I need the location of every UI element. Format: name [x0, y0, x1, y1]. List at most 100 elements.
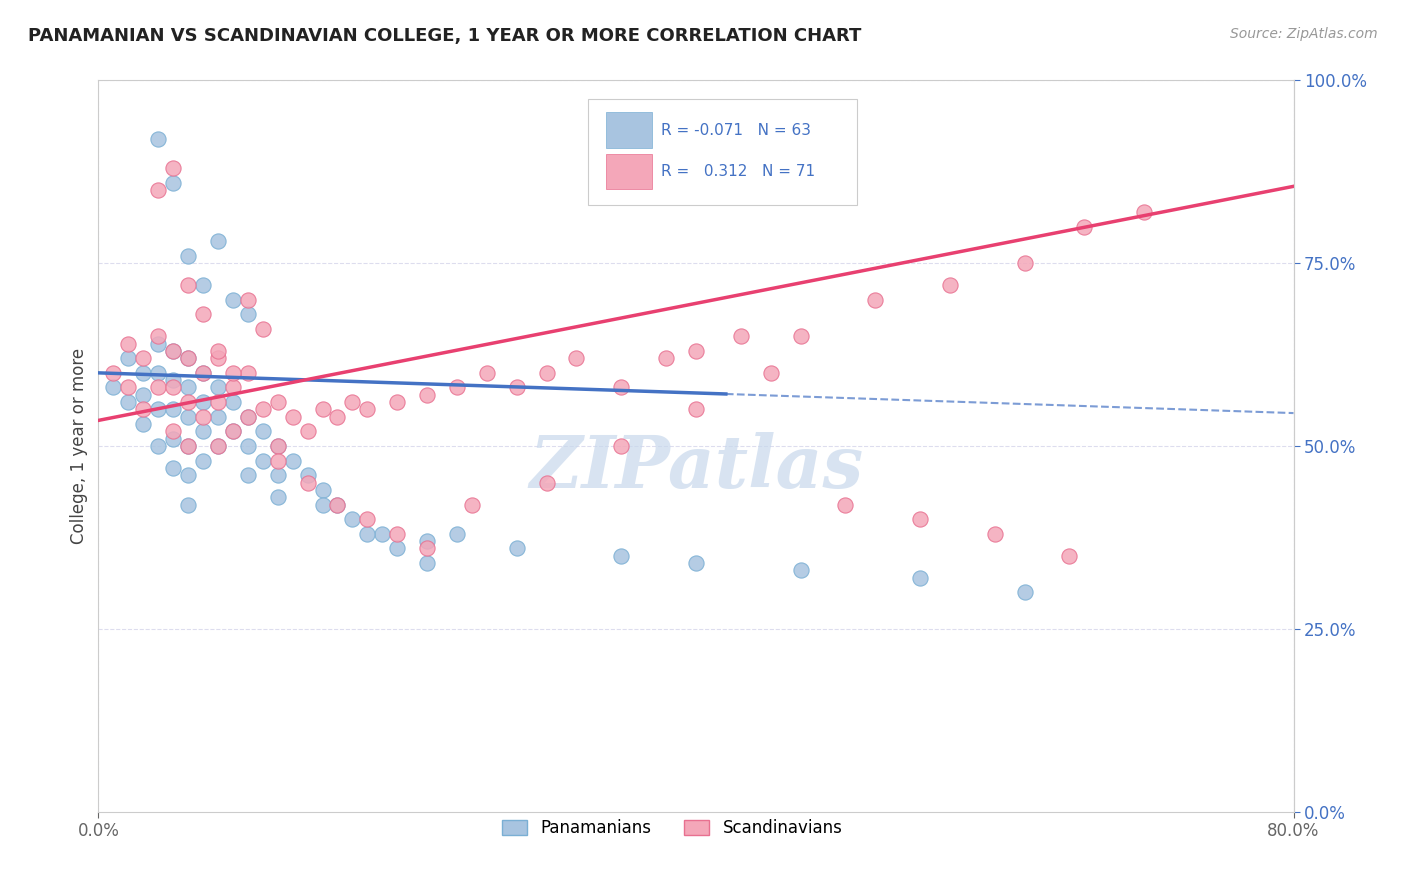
Point: [148, 336, 170, 351]
Point: [191, 409, 214, 424]
Point: [311, 402, 333, 417]
Text: R =   0.312   N = 71: R = 0.312 N = 71: [661, 164, 815, 179]
Point: [236, 468, 259, 483]
Point: [342, 395, 364, 409]
Point: [207, 439, 229, 453]
Point: [789, 563, 811, 577]
Point: [252, 322, 274, 336]
Point: [132, 351, 155, 366]
Point: [222, 425, 245, 439]
Point: [939, 278, 962, 293]
Point: [326, 498, 349, 512]
Point: [148, 439, 170, 453]
Point: [222, 380, 245, 394]
Point: [311, 498, 333, 512]
Point: [177, 395, 200, 409]
Point: [177, 439, 200, 453]
Point: [267, 490, 290, 504]
Point: [342, 512, 364, 526]
Point: [536, 475, 558, 490]
Point: [326, 409, 349, 424]
Point: [236, 409, 259, 424]
Point: [908, 512, 931, 526]
Point: [446, 526, 468, 541]
Point: [103, 366, 125, 380]
Point: [326, 498, 349, 512]
Point: [207, 395, 229, 409]
Point: [162, 402, 184, 417]
Point: [191, 366, 214, 380]
Point: [148, 132, 170, 146]
Point: [446, 380, 468, 394]
Point: [222, 425, 245, 439]
Point: [461, 498, 484, 512]
Point: [148, 329, 170, 343]
Point: [117, 336, 139, 351]
Point: [191, 425, 214, 439]
Point: [162, 161, 184, 175]
Point: [416, 388, 439, 402]
Point: [311, 483, 333, 497]
Point: [506, 380, 529, 394]
Point: [207, 234, 229, 248]
Point: [132, 388, 155, 402]
Point: [207, 439, 229, 453]
Point: [297, 425, 319, 439]
Y-axis label: College, 1 year or more: College, 1 year or more: [70, 348, 89, 544]
Point: [281, 453, 304, 467]
Point: [177, 380, 200, 394]
Point: [1014, 585, 1036, 599]
Point: [252, 402, 274, 417]
Point: [177, 249, 200, 263]
Point: [177, 468, 200, 483]
Point: [236, 409, 259, 424]
Point: [267, 395, 290, 409]
Point: [222, 395, 245, 409]
Point: [162, 343, 184, 358]
Point: [1059, 549, 1081, 563]
Point: [207, 380, 229, 394]
Point: [191, 366, 214, 380]
Point: [177, 498, 200, 512]
Point: [191, 395, 214, 409]
Point: [565, 351, 588, 366]
Point: [655, 351, 678, 366]
Point: [177, 278, 200, 293]
Point: [236, 307, 259, 321]
Point: [117, 395, 139, 409]
Point: [148, 402, 170, 417]
Point: [1014, 256, 1036, 270]
Point: [610, 549, 633, 563]
Point: [148, 183, 170, 197]
Point: [908, 571, 931, 585]
Point: [267, 453, 290, 467]
Point: [356, 402, 378, 417]
Point: [236, 366, 259, 380]
Point: [162, 380, 184, 394]
Point: [177, 409, 200, 424]
Point: [103, 380, 125, 394]
Text: PANAMANIAN VS SCANDINAVIAN COLLEGE, 1 YEAR OR MORE CORRELATION CHART: PANAMANIAN VS SCANDINAVIAN COLLEGE, 1 YE…: [28, 27, 862, 45]
Point: [162, 176, 184, 190]
Point: [356, 512, 378, 526]
Point: [177, 351, 200, 366]
Point: [162, 373, 184, 387]
Point: [222, 293, 245, 307]
Point: [148, 380, 170, 394]
Legend: Panamanians, Scandinavians: Panamanians, Scandinavians: [495, 813, 849, 844]
Point: [759, 366, 782, 380]
Point: [385, 526, 409, 541]
Point: [252, 453, 274, 467]
Text: R = -0.071   N = 63: R = -0.071 N = 63: [661, 122, 811, 137]
Point: [834, 498, 856, 512]
Point: [281, 409, 304, 424]
Point: [222, 366, 245, 380]
Point: [610, 439, 633, 453]
Point: [297, 475, 319, 490]
Point: [610, 380, 633, 394]
Point: [356, 526, 378, 541]
Point: [267, 439, 290, 453]
Point: [162, 461, 184, 475]
Point: [385, 395, 409, 409]
Point: [162, 432, 184, 446]
